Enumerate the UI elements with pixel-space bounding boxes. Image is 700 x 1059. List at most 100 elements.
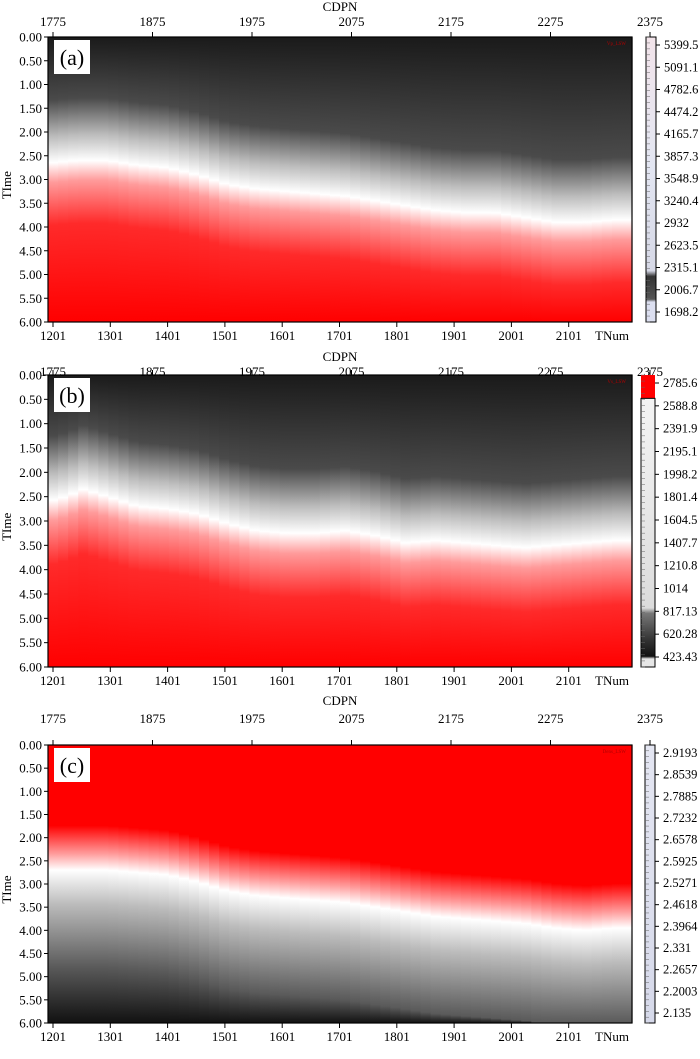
heat-column [491, 375, 502, 667]
y-tick-label: 3.00 [19, 514, 42, 529]
colorbar-tick-label: 2785.6 [663, 376, 697, 390]
heat-column [370, 375, 381, 667]
heat-column [511, 37, 522, 322]
heat-column [118, 745, 130, 1023]
bottom-tick-label: 1901 [441, 328, 467, 343]
heat-column [158, 745, 170, 1023]
heat-column [249, 745, 261, 1023]
heat-column [420, 375, 432, 667]
heat-column [430, 37, 442, 322]
bottom-tick-label: 1801 [384, 1029, 410, 1044]
heat-column [229, 375, 240, 667]
y-tick-label: 1.50 [19, 807, 42, 822]
heat-column [410, 37, 422, 322]
heat-column [158, 37, 170, 322]
colorbar-tick-label: 1998.2 [663, 467, 697, 481]
colorbar-tick-label: 1604.5 [663, 513, 697, 527]
heat-column [460, 37, 472, 322]
bottom-tick-label: 1901 [441, 673, 467, 688]
y-tick-label: 5.00 [19, 969, 42, 984]
bottom-tick-label: 2101 [556, 1029, 582, 1044]
y-tick-label: 2.00 [19, 830, 42, 845]
colorbar-tick-label: 3240.4 [664, 194, 699, 208]
colorbar-tick-label: 2.5925 [663, 854, 697, 868]
y-tick-label: 0.00 [19, 738, 42, 753]
top-tick-label: 1975 [239, 364, 265, 379]
heat-column [138, 745, 150, 1023]
colorbar-tick-label: 4474.2 [664, 105, 698, 119]
top-tick-label: 2075 [339, 14, 365, 29]
bottom-tick-label: 1401 [155, 1029, 181, 1044]
top-tick-label: 1875 [140, 14, 166, 29]
heat-column [148, 37, 160, 322]
heat-column [88, 375, 99, 667]
heat-column [199, 745, 210, 1023]
top-tick-label: 1875 [140, 364, 166, 379]
colorbar-tick-label: 2.135 [663, 1006, 691, 1020]
heat-column [299, 745, 311, 1023]
y-tick-label: 4.00 [19, 220, 42, 235]
heat-column [450, 37, 462, 322]
top-tick-label: 1975 [239, 711, 265, 726]
heat-column [460, 375, 472, 667]
heat-column [329, 745, 341, 1023]
heat-column [420, 745, 432, 1023]
heat-column [611, 37, 623, 322]
heat-column [269, 745, 281, 1023]
bottom-tick-label: 1701 [327, 328, 353, 343]
heat-column [88, 745, 99, 1023]
heat-column [380, 37, 391, 322]
top-tick-label: 1875 [140, 711, 166, 726]
heat-column [48, 375, 59, 667]
heat-column [470, 745, 482, 1023]
heat-column [611, 745, 623, 1023]
heat-column [88, 37, 99, 322]
heat-column [178, 375, 190, 667]
top-axis-title: CDPN [323, 695, 358, 708]
heat-column [581, 745, 593, 1023]
heat-column [480, 375, 492, 667]
heat-column [531, 37, 542, 322]
colorbar-tick-label: 2.2003 [663, 984, 697, 998]
heat-column [470, 37, 482, 322]
heat-column [108, 745, 120, 1023]
heat-column [390, 375, 402, 667]
colorbar-tick-label: 2.8539 [663, 768, 697, 782]
corner-tag: Vp_LSW [607, 42, 626, 47]
heat-column [178, 37, 190, 322]
colorbar-tick-label: 3857.3 [664, 149, 698, 163]
colorbar [640, 397, 656, 668]
colorbar-tick-label: 3548.9 [664, 172, 698, 186]
y-tick-label: 4.50 [19, 946, 42, 961]
colorbar-tick-label: 2391.9 [663, 422, 697, 436]
y-tick-label: 2.00 [19, 465, 42, 480]
panel-label-box [54, 40, 90, 74]
heat-column [168, 37, 180, 322]
heat-column [68, 37, 79, 322]
heat-column [209, 745, 220, 1023]
top-tick-label: 2275 [538, 711, 564, 726]
heat-column [561, 745, 573, 1023]
bottom-tick-label: 2101 [556, 328, 582, 343]
y-axis-label: TIme [0, 875, 14, 903]
heat-column [78, 375, 89, 667]
top-tick-label: 2075 [339, 711, 365, 726]
heat-column [380, 745, 391, 1023]
y-tick-label: 0.00 [19, 368, 42, 383]
heat-column [340, 375, 351, 667]
heat-column [581, 37, 593, 322]
heat-column [541, 37, 553, 322]
heat-column [319, 745, 331, 1023]
heat-column [360, 745, 371, 1023]
heat-column [350, 745, 361, 1023]
heat-column [420, 37, 432, 322]
heat-column [299, 375, 311, 667]
heat-column [430, 375, 442, 667]
heat-column [621, 375, 633, 667]
heat-column [571, 375, 583, 667]
heat-column [68, 375, 79, 667]
heat-column [551, 745, 563, 1023]
bottom-tick-label: 1301 [97, 1029, 123, 1044]
bottom-tick-label: 1501 [212, 328, 238, 343]
colorbar-tick-label: 1407.7 [663, 536, 697, 550]
